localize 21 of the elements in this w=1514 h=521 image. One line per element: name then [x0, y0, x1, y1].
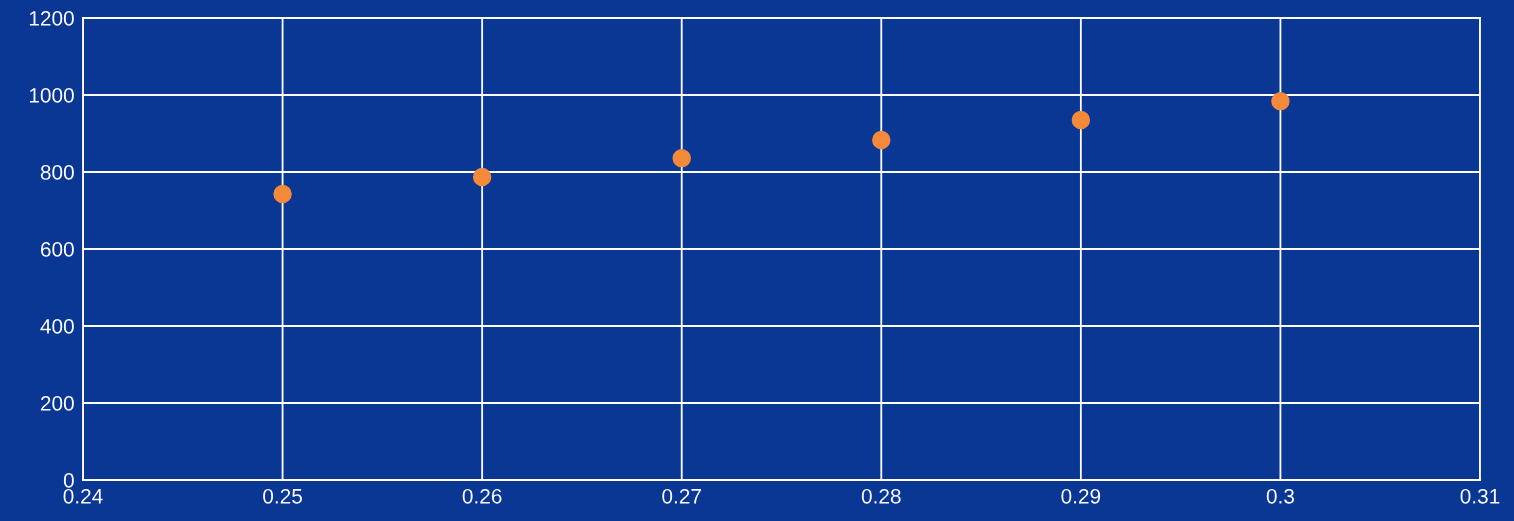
y-tick-label: 200: [40, 396, 74, 411]
y-tick-label: 1200: [29, 11, 74, 26]
point: [872, 130, 891, 150]
y-tick-label: 400: [40, 319, 74, 334]
x-tick-label: 0.29: [1061, 488, 1101, 504]
x-tick-label: 0.31: [1460, 488, 1500, 504]
y-tick-label: 1000: [29, 88, 74, 103]
point: [273, 184, 292, 204]
x-tick-label: 0.28: [861, 488, 901, 504]
x-tick-label: 0.25: [263, 488, 302, 504]
point: [472, 167, 492, 187]
y-tick-label: 0: [63, 473, 74, 488]
x-tick-label: 0.24: [63, 488, 103, 504]
point: [1271, 91, 1290, 111]
x-tick-label: 0.3: [1266, 488, 1294, 504]
y-tick-label: 800: [40, 165, 74, 180]
point: [672, 148, 691, 168]
y-tick-label: 600: [40, 242, 74, 257]
x-tick-label: 0.26: [462, 488, 502, 504]
x-tick-label: 0.27: [662, 488, 701, 504]
point: [1071, 110, 1091, 130]
